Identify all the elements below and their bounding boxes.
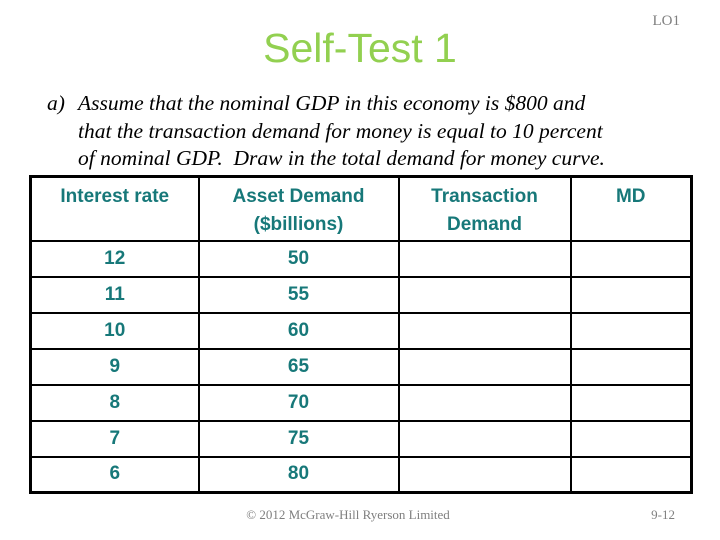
transaction-demand-cell (397, 455, 572, 494)
transaction-demand-cell (397, 275, 572, 314)
table-row: 8 70 (29, 383, 693, 422)
asset-demand-cell: 70 (197, 383, 400, 422)
md-cell (569, 455, 693, 494)
md-cell (569, 419, 693, 458)
col-header-transaction-demand: Transaction Demand (397, 175, 572, 242)
asset-demand-cell: 60 (197, 311, 400, 350)
interest-rate-cell: 9 (29, 347, 200, 386)
question-marker: a) (47, 91, 65, 115)
asset-demand-cell: 75 (197, 419, 400, 458)
copyright-text: © 2012 McGraw-Hill Ryerson Limited (246, 507, 450, 522)
asset-demand-cell: 50 (197, 239, 400, 278)
header-line: Demand (447, 214, 522, 235)
md-cell (569, 347, 693, 386)
interest-rate-cell: 10 (29, 311, 200, 350)
table-row: 9 65 (29, 347, 693, 386)
table-row: 12 50 (29, 239, 693, 278)
table-row: 11 55 (29, 275, 693, 314)
transaction-demand-cell (397, 347, 572, 386)
transaction-demand-cell (397, 311, 572, 350)
transaction-demand-cell (397, 419, 572, 458)
header-line: Asset Demand (232, 186, 365, 207)
asset-demand-cell: 80 (197, 455, 400, 494)
header-line: ($billions) (253, 214, 344, 235)
table-row: 10 60 (29, 311, 693, 350)
question-lines: Assume that the nominal GDP in this econ… (78, 90, 605, 173)
header-line: Interest rate (60, 186, 170, 207)
asset-demand-cell: 65 (197, 347, 400, 386)
interest-rate-cell: 6 (29, 455, 200, 494)
md-cell (569, 275, 693, 314)
question-line: of nominal GDP. Draw in the total demand… (78, 146, 605, 170)
question-line: that the transaction demand for money is… (78, 118, 603, 143)
interest-rate-cell: 7 (29, 419, 200, 458)
page-number: 9-12 (651, 507, 675, 522)
header-line: Transaction (431, 186, 538, 207)
money-demand-table: Interest rate Asset Demand ($billions) T… (29, 175, 693, 494)
table-header-row: Interest rate Asset Demand ($billions) T… (29, 175, 693, 242)
transaction-demand-cell (397, 383, 572, 422)
md-cell (569, 239, 693, 278)
question-text: a) Assume that the nominal GDP in this e… (47, 90, 605, 173)
md-cell (569, 311, 693, 350)
md-cell (569, 383, 693, 422)
col-header-interest-rate: Interest rate (29, 175, 200, 242)
interest-rate-cell: 8 (29, 383, 200, 422)
table-row: 6 80 (29, 455, 693, 494)
transaction-demand-cell (397, 239, 572, 278)
interest-rate-cell: 12 (29, 239, 200, 278)
asset-demand-cell: 55 (197, 275, 400, 314)
interest-rate-cell: 11 (29, 275, 200, 314)
table-row: 7 75 (29, 419, 693, 458)
header-line: MD (615, 186, 646, 207)
col-header-asset-demand: Asset Demand ($billions) (197, 175, 400, 242)
learning-objective-tag: LO1 (652, 13, 681, 29)
col-header-md: MD (569, 175, 693, 242)
question-line: Assume that the nominal GDP in this econ… (78, 91, 586, 115)
slide-title: Self-Test 1 (263, 25, 457, 71)
